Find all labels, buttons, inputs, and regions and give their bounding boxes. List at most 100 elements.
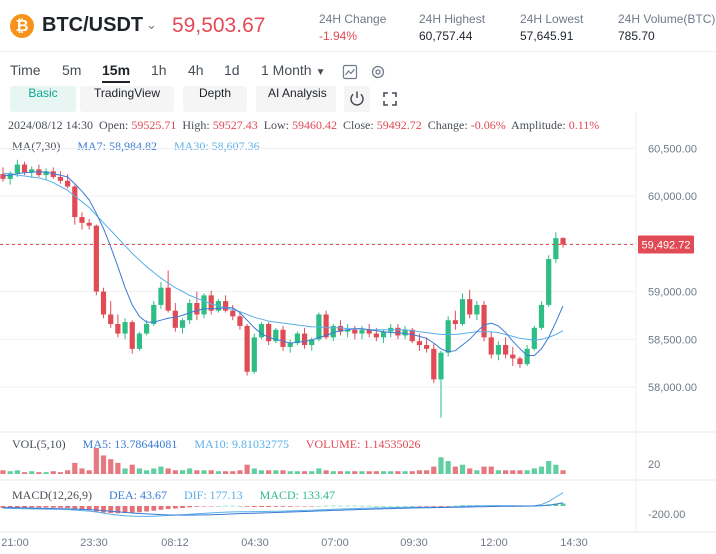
candle [36,164,42,177]
time-tick-label: 23:30 [80,537,108,549]
volume-bar [503,470,509,474]
amplitude-value: 0.11% [568,118,600,132]
stat-label: 24H Lowest [520,12,584,26]
volume-bar [86,470,92,474]
candle [244,324,250,376]
volume-bar [108,459,114,474]
volume-bar [237,470,243,474]
volume-bar [251,468,257,474]
macd-bar [158,506,164,510]
macd-bar [345,505,351,507]
interval-15m[interactable]: 15m [102,62,131,83]
candle [79,212,85,230]
macd-bar [330,505,336,507]
macd-bar [323,505,329,507]
volume-bar [337,471,344,474]
volume-bar [352,471,358,474]
volume-bar [538,466,545,474]
candle-body [57,176,64,181]
time-tick-label: 04:30 [241,537,269,549]
volume-bar [215,471,221,474]
chevron-down-icon[interactable]: ⌄ [146,18,157,33]
candle [388,324,394,338]
candle-datetime: 2024/08/12 14:30 [8,118,94,132]
volume-bar [316,468,322,474]
candle [345,324,351,338]
interval-bar: Time 5m 15m 1h 4h 1d 1 Month ▼ [0,56,716,84]
stat-24h-change: 24H Change -1.94% [319,12,386,43]
candle-body [151,304,157,325]
volume-bar [323,470,329,474]
macd-bar [101,506,106,513]
interval-time[interactable]: Time [10,62,41,78]
interval-1d[interactable]: 1d [224,62,240,78]
volume-bar [0,470,6,474]
macd-bar [172,506,178,509]
volume-tick-label: 20 [648,459,660,471]
candle [546,255,552,307]
candle-body [29,169,35,173]
candle [72,184,78,225]
tab-tradingview[interactable]: TradingView [80,86,174,112]
volume-bar [165,468,171,474]
range-select[interactable]: 1 Month ▼ [261,62,326,78]
candle-body [560,238,566,245]
volume-bar [136,468,143,474]
dif-value: 177.13 [209,488,243,502]
volume-bar [179,470,186,474]
interval-1h[interactable]: 1h [151,62,167,78]
chart-type-icon[interactable] [342,64,358,80]
candle-body [93,225,99,292]
candle [445,316,451,357]
macd-bar [366,505,372,507]
candle-body [7,173,13,179]
macd-bar [216,506,221,507]
volume-bar [280,470,286,474]
fullscreen-icon[interactable] [377,86,403,112]
macd-bar [137,506,142,513]
dea-line [2,502,564,516]
price-chart[interactable]: 60,500.00 60,000.00 59,000.00 58,500.00 58,0… [0,112,716,554]
candle-body [431,348,437,380]
macd-bar [0,506,6,508]
volume-bar [474,470,480,474]
macd-bar [72,506,78,509]
volume-bar [115,462,121,474]
candle-body [330,325,336,338]
macd-bar [187,506,193,508]
vol-ma5-value: 13.78644081 [114,437,178,451]
macd-bar [230,505,236,507]
candle [266,322,272,346]
candle [158,282,164,309]
candle [57,171,64,184]
tab-ai-analysis[interactable]: AI Analysis [256,86,336,112]
macd-bar [151,506,157,511]
candle-body [280,329,286,347]
tab-basic[interactable]: Basic [10,86,76,112]
candle-body [538,304,545,328]
volume-bar [172,470,178,474]
volume-bar [424,470,430,474]
candle-body [438,352,444,380]
volume-bar [194,470,200,474]
macd-legend: MACD(12,26,9) DEA: 43.67 DIF: 177.13 MAC… [12,488,335,503]
stat-24h-highest: 24H Highest 60,757.44 [419,12,485,43]
settings-icon[interactable] [370,64,386,80]
candle [323,310,329,340]
volume-bar [29,471,35,474]
interval-4h[interactable]: 4h [188,62,204,78]
time-tick-label: 08:12 [161,537,189,549]
candle-body [474,304,480,315]
volume-bar [158,466,164,474]
volume-bar [208,470,214,474]
interval-5m[interactable]: 5m [62,62,82,78]
candle-body [301,333,308,346]
dif-label: DIF: [184,488,207,502]
tab-depth[interactable]: Depth [183,86,247,112]
macd-bar [194,506,200,507]
pair-title[interactable]: BTC/USDT [42,14,144,36]
high-value: 59527.43 [212,118,258,132]
last-price: 59,503.67 [172,14,266,37]
macd-bar [352,505,358,507]
reset-icon[interactable] [344,86,370,112]
